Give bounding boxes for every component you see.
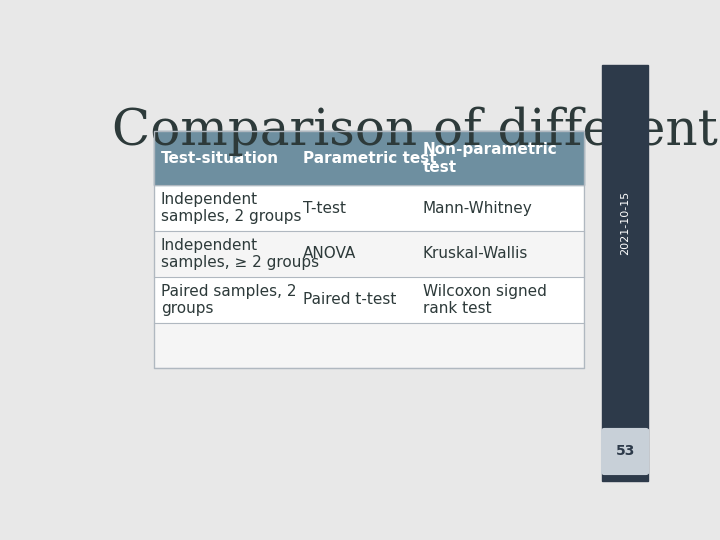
Bar (154, 322, 584, 368)
Text: Independent
samples, ≥ 2 groups: Independent samples, ≥ 2 groups (161, 238, 319, 270)
Text: Non-parametric
test: Non-parametric test (423, 142, 558, 174)
Text: Kruskal-Wallis: Kruskal-Wallis (423, 246, 528, 261)
Text: 53: 53 (616, 444, 635, 458)
Text: Mann-Whitney: Mann-Whitney (423, 201, 533, 216)
Text: Parametric test: Parametric test (302, 151, 436, 166)
Text: Paired t-test: Paired t-test (302, 292, 396, 307)
Bar (154, 131, 584, 368)
Text: T-test: T-test (302, 201, 346, 216)
FancyBboxPatch shape (602, 429, 649, 474)
Text: Paired samples, 2
groups: Paired samples, 2 groups (161, 284, 297, 316)
Bar (154, 131, 584, 185)
Text: Test-situation: Test-situation (161, 151, 279, 166)
Bar (154, 185, 584, 231)
Bar (154, 231, 584, 277)
Bar (602, 65, 648, 481)
Text: Comparison of different tests: Comparison of different tests (112, 106, 720, 156)
Text: Wilcoxon signed
rank test: Wilcoxon signed rank test (423, 284, 546, 316)
Text: ANOVA: ANOVA (302, 246, 356, 261)
Text: Independent
samples, 2 groups: Independent samples, 2 groups (161, 192, 302, 225)
Bar (154, 277, 584, 322)
Text: 2021-10-15: 2021-10-15 (620, 191, 630, 255)
